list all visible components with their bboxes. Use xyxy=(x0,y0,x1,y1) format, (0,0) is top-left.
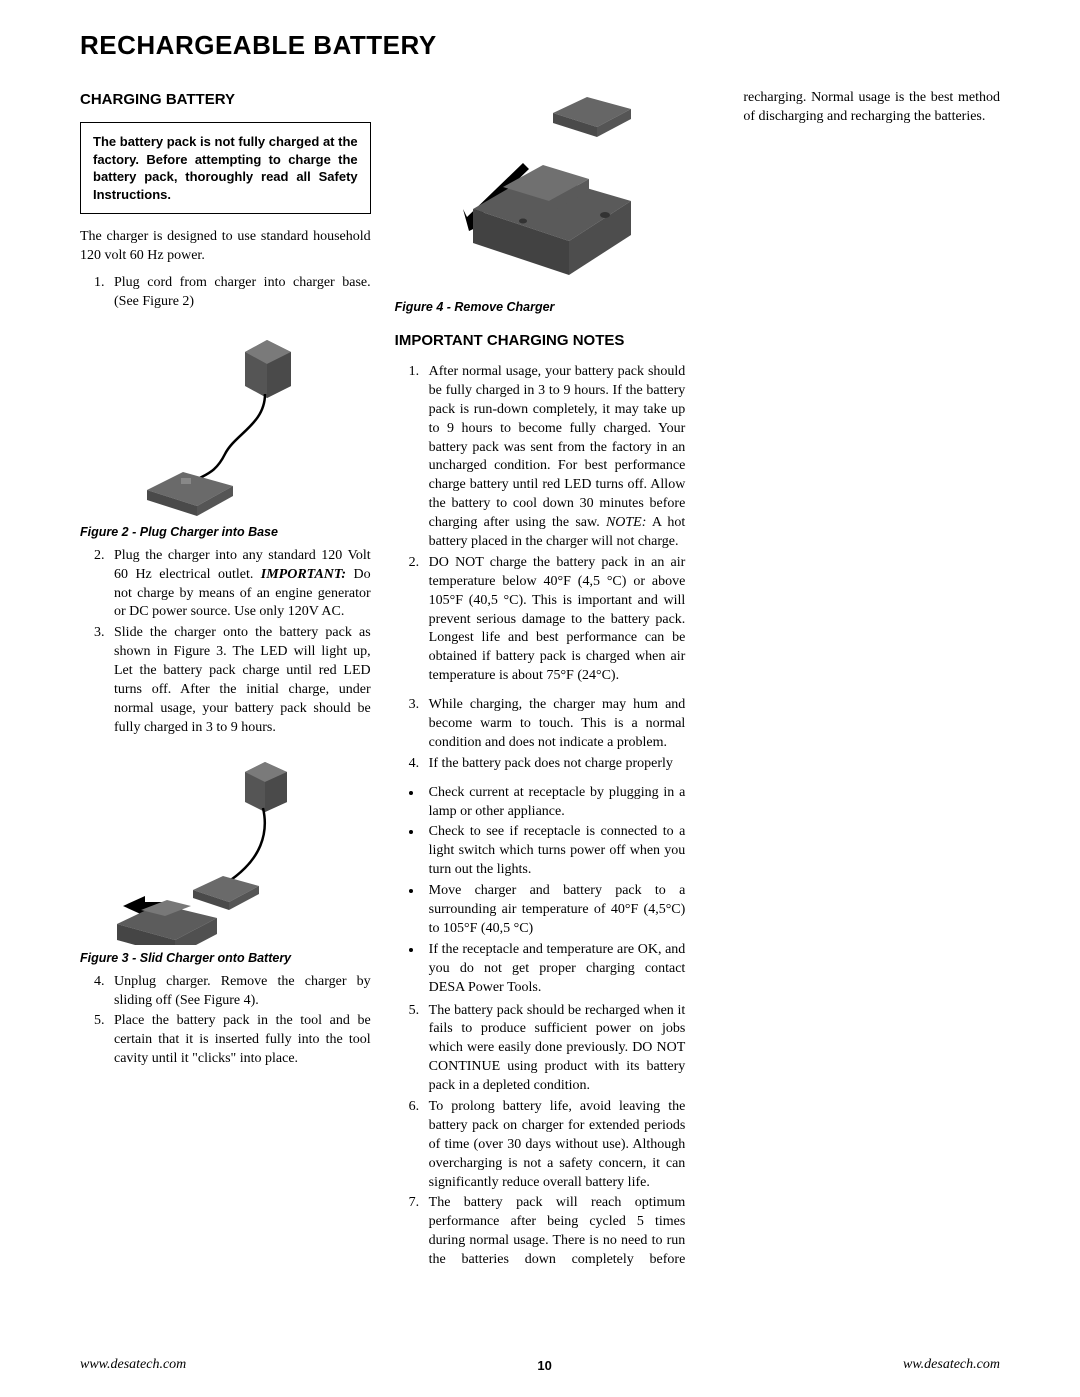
charging-steps-part3: Unplug charger. Remove the charger by sl… xyxy=(80,973,371,1069)
list-item: If the receptacle and temperature are OK… xyxy=(423,941,686,998)
page-title: RECHARGEABLE BATTERY xyxy=(80,30,1000,61)
list-item: Unplug charger. Remove the charger by sl… xyxy=(108,973,371,1011)
manual-page: RECHARGEABLE BATTERY CHARGING BATTERY Th… xyxy=(0,0,1080,1397)
list-item: Move charger and battery pack to a surro… xyxy=(423,882,686,939)
list-item: Plug the charger into any standard 120 V… xyxy=(108,547,371,623)
charging-battery-heading: CHARGING BATTERY xyxy=(80,91,371,108)
list-item: While charging, the charger may hum and … xyxy=(423,696,686,753)
charging-notes-part2: While charging, the charger may hum and … xyxy=(395,696,686,774)
remove-charger-illustration xyxy=(425,89,655,294)
list-item: The battery pack should be recharged whe… xyxy=(423,1002,686,1096)
slide-charger-illustration xyxy=(105,750,345,945)
troubleshoot-bullets: Check current at receptacle by plugging … xyxy=(395,784,686,998)
page-number: 10 xyxy=(537,1358,551,1373)
list-item: Check to see if receptacle is connected … xyxy=(423,823,686,880)
intro-paragraph: The charger is designed to use standard … xyxy=(80,228,371,266)
charging-steps-part1: Plug cord from charger into charger base… xyxy=(80,274,371,312)
figure-4-caption: Figure 4 - Remove Charger xyxy=(395,300,686,314)
footer-url-left: www.desatech.com xyxy=(80,1357,186,1373)
charging-steps-part2: Plug the charger into any standard 120 V… xyxy=(80,547,371,738)
charging-notes-part1: After normal usage, your battery pack sh… xyxy=(395,363,686,686)
list-item: If the battery pack does not charge prop… xyxy=(423,755,686,774)
figure-4: Figure 4 - Remove Charger xyxy=(395,89,686,314)
safety-warning-box: The battery pack is not fully charged at… xyxy=(80,122,371,214)
figure-3-caption: Figure 3 - Slid Charger onto Battery xyxy=(80,951,371,965)
figure-2-caption: Figure 2 - Plug Charger into Base xyxy=(80,525,371,539)
page-footer: www.desatech.com 10 ww.desatech.com xyxy=(80,1357,1000,1373)
plug-charger-illustration xyxy=(115,324,335,519)
list-item: To prolong battery life, avoid leaving t… xyxy=(423,1098,686,1192)
figure-2: Figure 2 - Plug Charger into Base xyxy=(80,324,371,539)
important-notes-heading: IMPORTANT CHARGING NOTES xyxy=(395,332,686,349)
step-1: Plug cord from charger into charger base… xyxy=(108,274,371,312)
footer-url-right: ww.desatech.com xyxy=(903,1357,1000,1373)
content-columns: CHARGING BATTERY The battery pack is not… xyxy=(80,89,1000,1279)
list-item: Check current at receptacle by plugging … xyxy=(423,784,686,822)
list-item: Place the battery pack in the tool and b… xyxy=(108,1012,371,1069)
figure-3: Figure 3 - Slid Charger onto Battery xyxy=(80,750,371,965)
list-item: DO NOT charge the battery pack in an air… xyxy=(423,554,686,686)
list-item: After normal usage, your battery pack sh… xyxy=(423,363,686,552)
list-item: Slide the charger onto the battery pack … xyxy=(108,624,371,737)
